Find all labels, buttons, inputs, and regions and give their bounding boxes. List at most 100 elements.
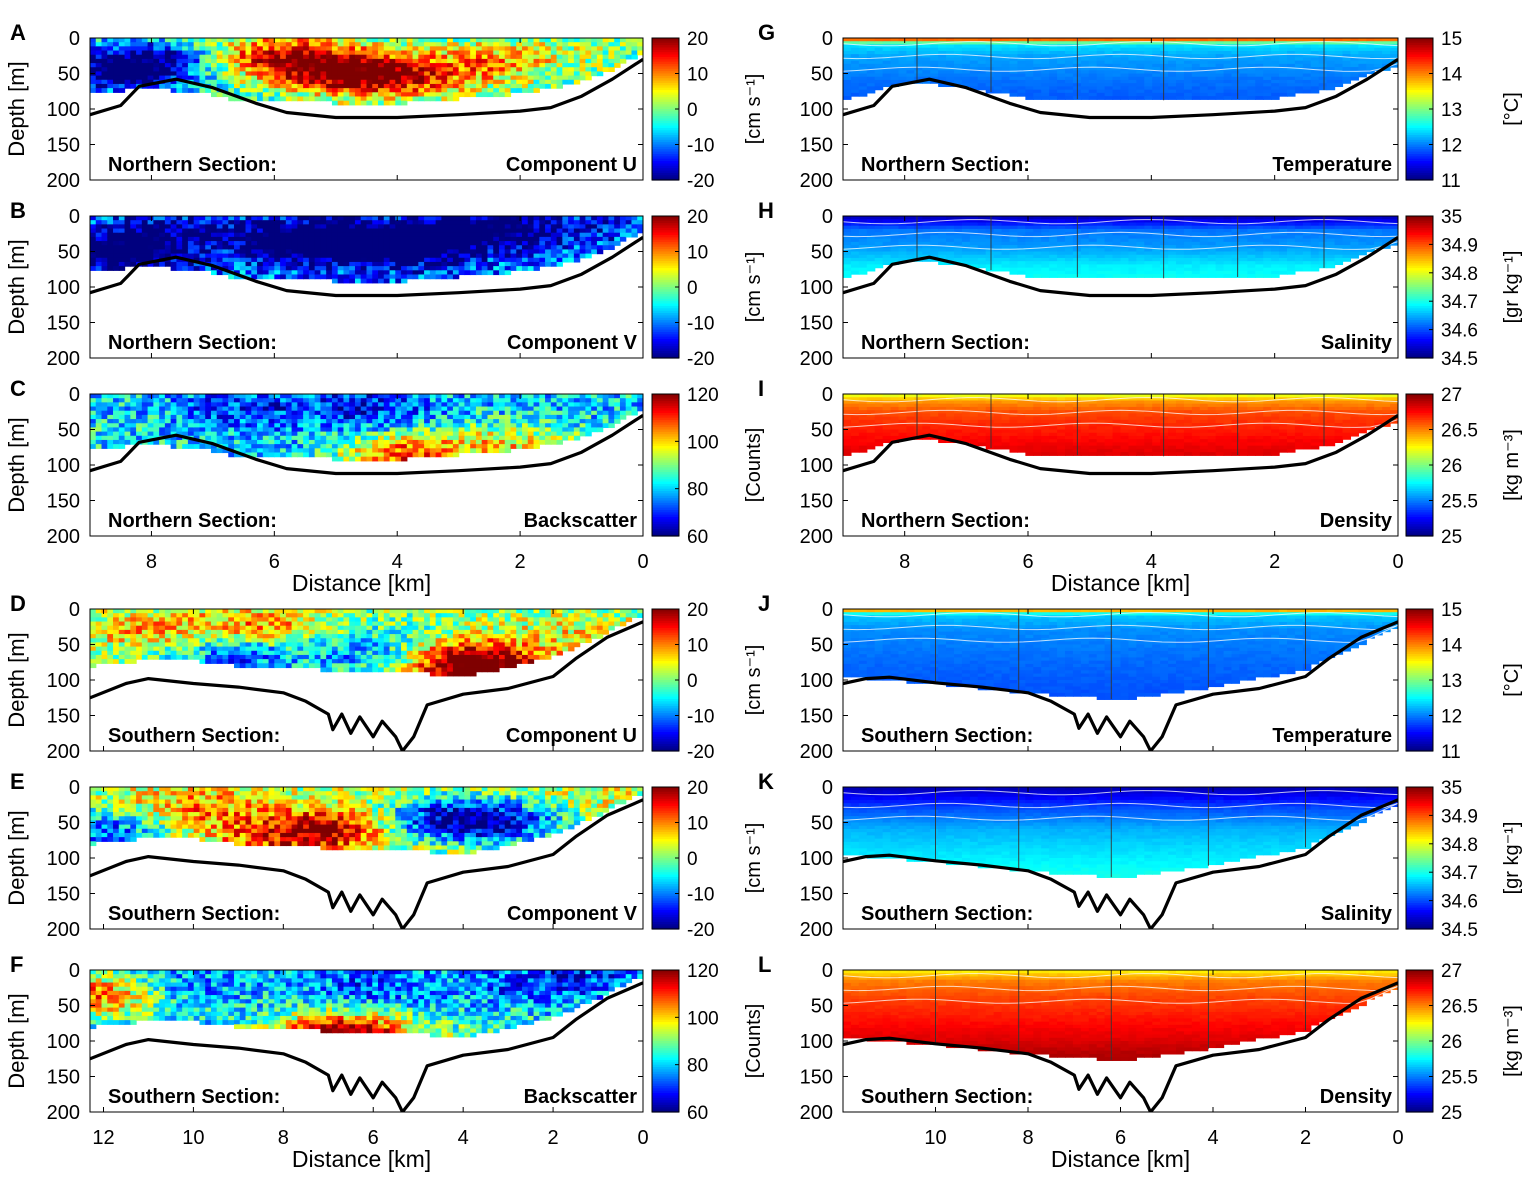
heatmap-cell [118,38,126,43]
heatmap-cell [343,398,350,403]
heatmap-cell [193,654,201,660]
heatmap-cell [291,629,298,635]
heatmap-cell [257,621,264,627]
heatmap-cell [320,54,327,60]
heatmap-cell [251,63,258,68]
heatmap-cell [637,216,643,221]
heatmap-cell [631,54,638,60]
heatmap-cell [170,220,178,225]
heatmap-cell [452,435,460,441]
heatmap-cell [251,613,258,618]
colorbar-segment [652,424,679,428]
heatmap-cell [170,398,178,403]
heatmap-cell [257,253,264,259]
heatmap-cell [164,642,172,648]
heatmap-cell [187,646,195,652]
heatmap-cell [153,75,160,81]
heatmap-cell [441,448,448,454]
heatmap-cell [239,414,247,420]
heatmap-cell [291,253,298,259]
heatmap-cell [268,663,275,669]
heatmap-cell [608,63,615,68]
heatmap-cell [285,79,293,85]
heatmap-cell [614,42,621,47]
heatmap-cell [452,249,460,255]
heatmap-cell [625,394,633,399]
heatmap-cell [406,92,414,98]
colorbar-segment [652,310,679,314]
heatmap-cell [251,220,258,225]
heatmap-cell [401,58,408,64]
heatmap-cell [199,63,206,68]
heatmap-cell [522,435,529,441]
heatmap-cell [130,241,137,246]
heatmap-cell [239,419,247,424]
colorbar-segment [652,92,679,96]
heatmap-cell [395,431,402,437]
heatmap-cell [354,650,362,656]
heatmap-cell [285,431,293,437]
heatmap-cell [401,232,408,238]
heatmap-cell [199,646,206,652]
heatmap-cell [337,638,345,644]
heatmap-cell [395,92,402,98]
heatmap-cell [147,634,154,639]
heatmap-cell [493,236,500,242]
heatmap-cell [187,50,195,56]
heatmap-cell [257,274,264,280]
heatmap-cell [625,224,633,230]
heatmap-cell [159,241,166,246]
heatmap-cell [136,609,143,614]
heatmap-cell [90,414,97,420]
heatmap-cell [498,38,506,43]
heatmap-cell [360,46,368,52]
y-tick-label: 100 [47,455,80,477]
heatmap-cell [268,249,275,255]
heatmap-cell [101,410,108,416]
heatmap-cell [429,406,437,412]
heatmap-cell [435,253,442,259]
heatmap-cell [245,92,252,98]
heatmap-cell [354,54,362,60]
heatmap-cell [141,410,149,416]
heatmap-cell [239,58,247,64]
heatmap-cell [579,414,586,420]
heatmap-cell [193,629,201,635]
heatmap-cell [314,448,322,454]
heatmap-cell [257,216,264,221]
heatmap-cell [470,406,477,412]
colorbar-segment [652,353,679,357]
heatmap-cell [274,659,281,664]
heatmap-cell [585,46,592,52]
heatmap-cell [591,38,598,43]
heatmap-cell [602,42,610,47]
heatmap-cell [389,617,396,623]
heatmap-cell [228,444,235,449]
heatmap-cell [216,419,224,424]
heatmap-cell [107,414,114,420]
heatmap-cell [602,394,610,399]
heatmap-cell [401,654,408,660]
heatmap-cell [619,228,627,234]
colorbar-segment [652,296,679,300]
colorbar-segment [652,153,679,157]
heatmap-cell [527,427,535,433]
heatmap-cell [504,261,512,267]
heatmap-cell [90,617,97,623]
heatmap-cell [573,71,581,77]
heatmap-cell [326,609,333,614]
heatmap-cell [441,75,448,81]
heatmap-cell [539,79,546,85]
heatmap-cell [447,249,454,255]
heatmap-cell [136,625,143,631]
heatmap-cell [257,650,264,656]
heatmap-cell [539,427,546,433]
heatmap-cell [545,414,552,420]
heatmap-cell [95,67,103,73]
heatmap-cell [130,609,137,614]
heatmap-cell [631,402,638,408]
colorbar-segment [652,237,679,241]
heatmap-cell [268,257,275,263]
heatmap-cell [406,621,414,627]
heatmap-cell [205,613,212,618]
